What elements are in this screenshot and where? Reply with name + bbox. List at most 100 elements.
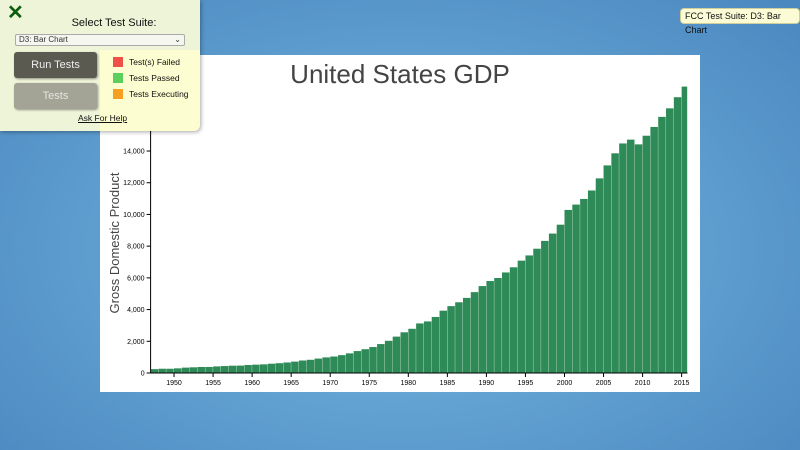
y-axis-label: Gross Domestic Product — [107, 172, 122, 313]
ask-for-help-link[interactable]: Ask For Help — [78, 113, 128, 123]
bar[interactable] — [392, 336, 401, 373]
bar[interactable] — [634, 144, 643, 373]
bar[interactable] — [291, 361, 299, 373]
legend-label: Tests Passed — [129, 73, 180, 83]
bar[interactable] — [619, 143, 627, 373]
x-tick-label: 2005 — [596, 380, 612, 387]
x-tick-label: 1965 — [283, 380, 299, 387]
close-icon[interactable]: ✕ — [7, 2, 24, 24]
bar[interactable] — [572, 204, 580, 373]
bar[interactable] — [642, 135, 651, 373]
bar[interactable] — [533, 248, 541, 373]
x-tick-label: 2010 — [635, 380, 651, 387]
bars-group — [150, 86, 688, 374]
bar[interactable] — [509, 267, 518, 373]
bar[interactable] — [322, 357, 330, 373]
bar[interactable] — [423, 321, 432, 373]
chart-container: United States GDP Gross Domestic Product… — [100, 55, 700, 392]
bar[interactable] — [158, 368, 166, 373]
bar[interactable] — [314, 358, 323, 373]
x-tick-label: 1955 — [205, 380, 221, 387]
chevron-down-icon: ⌄ — [174, 35, 181, 44]
bar[interactable] — [447, 306, 455, 373]
y-tick-label: 2,000 — [127, 339, 145, 346]
bar[interactable] — [205, 366, 213, 373]
bar[interactable] — [228, 365, 237, 373]
x-tick-label: 1980 — [401, 380, 417, 387]
bar[interactable] — [603, 165, 612, 373]
bar[interactable] — [470, 292, 479, 373]
bar[interactable] — [486, 281, 494, 373]
x-tick-label: 1960 — [244, 380, 260, 387]
bar[interactable] — [666, 108, 674, 374]
bar[interactable] — [361, 349, 369, 373]
x-tick-label: 1950 — [166, 380, 182, 387]
bar[interactable] — [150, 369, 159, 373]
bar[interactable] — [431, 316, 440, 373]
bar[interactable] — [595, 178, 604, 373]
x-tick-label: 1995 — [518, 380, 534, 387]
bar[interactable] — [298, 360, 307, 373]
bar[interactable] — [353, 351, 362, 373]
bar[interactable] — [611, 153, 619, 373]
bar[interactable] — [408, 328, 416, 373]
bar[interactable] — [220, 366, 229, 373]
x-tick-label: 2015 — [674, 380, 690, 387]
bar[interactable] — [236, 365, 245, 373]
bar[interactable] — [267, 363, 276, 373]
x-tick-label: 2000 — [557, 380, 573, 387]
run-tests-button[interactable]: Run Tests — [14, 52, 97, 78]
bar[interactable] — [525, 255, 533, 373]
bar[interactable] — [556, 224, 565, 373]
bar[interactable] — [681, 86, 688, 374]
bar[interactable] — [174, 368, 182, 373]
bar[interactable] — [580, 198, 588, 373]
bar[interactable] — [400, 332, 409, 373]
bar[interactable] — [181, 367, 190, 373]
bar[interactable] — [377, 344, 385, 373]
bar[interactable] — [658, 116, 666, 373]
bar[interactable] — [416, 323, 424, 373]
bar[interactable] — [244, 364, 252, 373]
bar[interactable] — [455, 302, 463, 373]
bar[interactable] — [673, 97, 682, 374]
bar[interactable] — [275, 363, 284, 373]
bar[interactable] — [189, 367, 198, 373]
bar[interactable] — [564, 209, 573, 373]
bar[interactable] — [369, 347, 377, 373]
x-axis: 1950 1955 1960 1965 1970 1975 1980 1985 1990 1995… — [150, 372, 690, 387]
x-tick-label: 1970 — [322, 380, 338, 387]
bar[interactable] — [494, 277, 502, 373]
bar[interactable] — [259, 364, 268, 373]
bar[interactable] — [252, 364, 260, 373]
test-suite-panel: ✕ Select Test Suite: D3: Bar Chart ⌄ Run… — [0, 0, 200, 131]
bar[interactable] — [338, 355, 346, 373]
legend-label: Test(s) Failed — [129, 57, 181, 67]
bar[interactable] — [283, 362, 291, 373]
bar[interactable] — [330, 356, 338, 373]
y-tick-label: 6,000 — [127, 275, 145, 282]
bar[interactable] — [197, 366, 205, 373]
bar[interactable] — [502, 272, 510, 373]
bar[interactable] — [478, 286, 487, 373]
failed-swatch — [113, 57, 123, 67]
y-axis: 02,0004,0006,0008,00010,00012,00014,0001… — [123, 87, 152, 378]
bar[interactable] — [517, 260, 526, 373]
x-tick-label: 1990 — [479, 380, 495, 387]
bar[interactable] — [166, 368, 174, 373]
test-suite-select[interactable]: D3: Bar Chart ⌄ — [15, 34, 185, 46]
bar[interactable] — [541, 240, 549, 373]
bar[interactable] — [439, 310, 448, 373]
selected-suite: D3: Bar Chart — [19, 35, 68, 44]
bar[interactable] — [345, 353, 354, 373]
bar[interactable] — [306, 359, 315, 373]
bar[interactable] — [384, 340, 393, 373]
bar[interactable] — [650, 126, 658, 373]
bar[interactable] — [587, 190, 596, 373]
bar[interactable] — [626, 139, 635, 373]
tests-button[interactable]: Tests — [14, 83, 97, 109]
test-suite-badge: FCC Test Suite: D3: Bar Chart — [680, 8, 800, 35]
bar[interactable] — [462, 297, 471, 373]
bar[interactable] — [213, 366, 221, 373]
bar[interactable] — [548, 233, 557, 373]
